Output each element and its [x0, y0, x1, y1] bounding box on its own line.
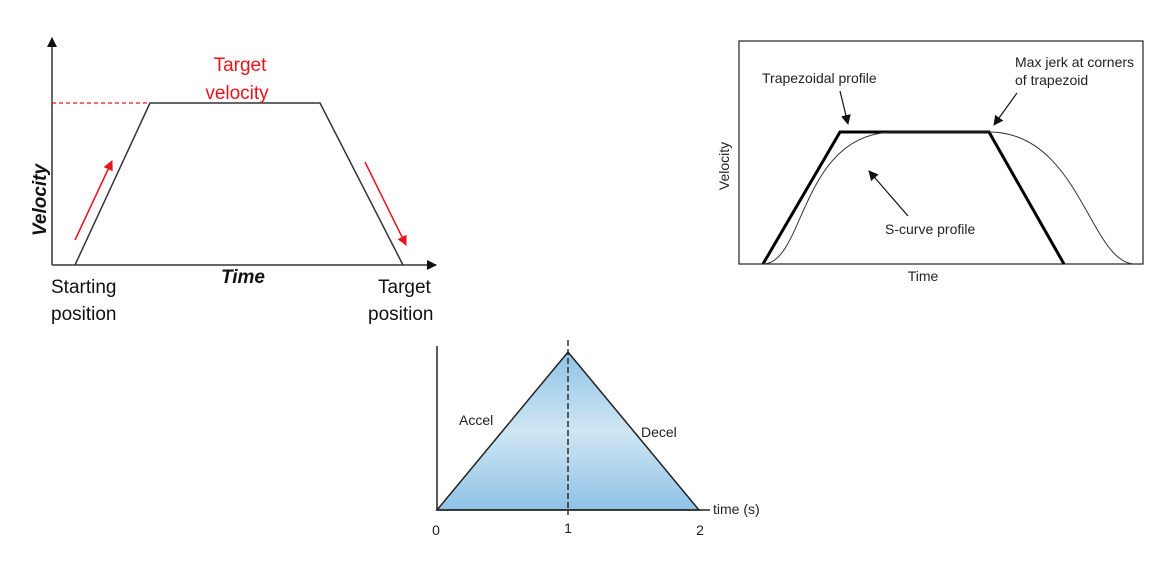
- velocity-axis-label: Velocity: [716, 142, 732, 190]
- scurve-label-arrow: [868, 170, 909, 217]
- scurve-profile-label: S-curve profile: [885, 221, 975, 237]
- decel-arrow: [364, 161, 407, 246]
- target-position-label-line2: position: [368, 304, 434, 325]
- time-axis-label: time (s): [713, 501, 760, 517]
- trapezoid-velocity-diagram: Target velocity Velocity Time Starting p…: [30, 37, 437, 325]
- tick-label-1: 1: [564, 520, 572, 536]
- tick-label-2: 2: [696, 522, 704, 538]
- time-axis-label: Time: [908, 268, 939, 284]
- accel-arrow: [74, 160, 113, 241]
- trapezoid-profile-line: [74, 102, 404, 266]
- scurve-comparison-diagram: Trapezoidal profile Max jerk at corners …: [716, 40, 1144, 284]
- decel-label: Decel: [641, 424, 677, 440]
- starting-position-label-line1: Starting: [51, 277, 116, 298]
- target-velocity-label-line2: velocity: [205, 83, 269, 104]
- jerk-label-arrow: [993, 92, 1018, 126]
- target-velocity-label-line1: Target: [214, 55, 268, 76]
- max-jerk-label-line1: Max jerk at corners: [1015, 54, 1134, 70]
- plot-frame: [738, 40, 1144, 265]
- time-axis-label: Time: [221, 267, 265, 288]
- target-position-label-line1: Target: [378, 277, 432, 298]
- trapezoid-label-arrow: [839, 90, 851, 125]
- trapezoidal-profile-label: Trapezoidal profile: [762, 70, 877, 86]
- starting-position-label-line2: position: [51, 304, 117, 325]
- tick-label-0: 0: [432, 522, 440, 538]
- velocity-axis-label: Velocity: [30, 162, 51, 236]
- scurve-profile-line: [762, 131, 1136, 265]
- accel-label: Accel: [459, 412, 493, 428]
- triangle-profile-diagram: Accel Decel time (s) 0 1 2: [432, 340, 760, 538]
- max-jerk-label-line2: of trapezoid: [1015, 72, 1088, 88]
